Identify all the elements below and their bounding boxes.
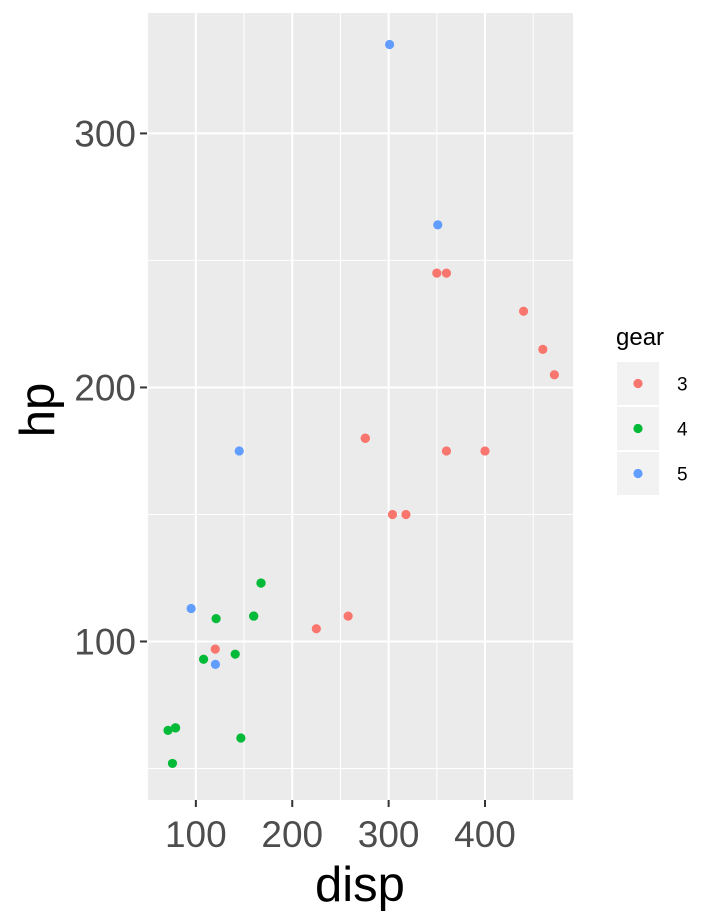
x-tick-label: 200 <box>261 814 323 855</box>
data-point-gear-3 <box>538 344 548 354</box>
x-axis: 100 200 300 400 <box>165 800 516 855</box>
data-point-gear-4 <box>211 614 221 624</box>
legend-label-3: 3 <box>677 375 688 396</box>
data-point-gear-4 <box>167 758 178 769</box>
data-point-gear-4 <box>230 649 240 659</box>
data-point-gear-3 <box>387 509 398 520</box>
x-axis-title: disp <box>315 858 405 912</box>
y-tick-label: 200 <box>74 367 136 408</box>
data-point-gear-3 <box>480 446 490 456</box>
y-axis-title: hp <box>11 383 65 438</box>
data-point-gear-5 <box>186 603 196 614</box>
legend-swatch-4 <box>633 423 643 434</box>
data-point-gear-4 <box>256 578 266 588</box>
major-grid <box>147 13 573 800</box>
data-point-gear-4 <box>171 723 181 733</box>
panel-background <box>147 13 573 800</box>
data-point-gear-3 <box>432 268 442 278</box>
legend-label-5: 5 <box>677 465 688 486</box>
legend: gear 3 4 5 <box>616 324 688 495</box>
scatter-points <box>163 39 559 769</box>
y-axis: 100 200 300 <box>74 113 147 662</box>
legend-swatch-5 <box>633 468 643 479</box>
legend-title: gear <box>616 324 664 351</box>
y-tick-label: 100 <box>74 621 136 662</box>
x-tick-label: 300 <box>358 814 420 855</box>
data-point-gear-5 <box>234 446 244 456</box>
minor-grid <box>147 13 573 800</box>
data-point-gear-4 <box>163 725 173 735</box>
y-tick-label: 300 <box>74 113 136 154</box>
data-point-gear-3 <box>518 306 529 316</box>
data-point-gear-5 <box>384 39 395 50</box>
data-point-gear-4 <box>198 654 209 664</box>
data-point-gear-3 <box>210 644 220 654</box>
data-point-gear-5 <box>433 220 443 230</box>
data-point-gear-3 <box>360 433 370 443</box>
x-tick-label: 400 <box>454 814 516 855</box>
data-point-gear-3 <box>343 611 353 621</box>
legend-swatch-3 <box>633 378 643 389</box>
data-point-gear-3 <box>441 268 452 278</box>
data-point-gear-3 <box>441 446 452 456</box>
x-tick-label: 100 <box>165 814 227 855</box>
legend-label-4: 4 <box>677 420 688 441</box>
data-point-gear-4 <box>249 611 259 621</box>
data-point-gear-3 <box>401 509 411 520</box>
data-point-gear-4 <box>236 733 246 743</box>
data-point-gear-3 <box>311 624 321 634</box>
data-point-gear-3 <box>549 370 559 380</box>
data-point-gear-5 <box>210 659 221 669</box>
